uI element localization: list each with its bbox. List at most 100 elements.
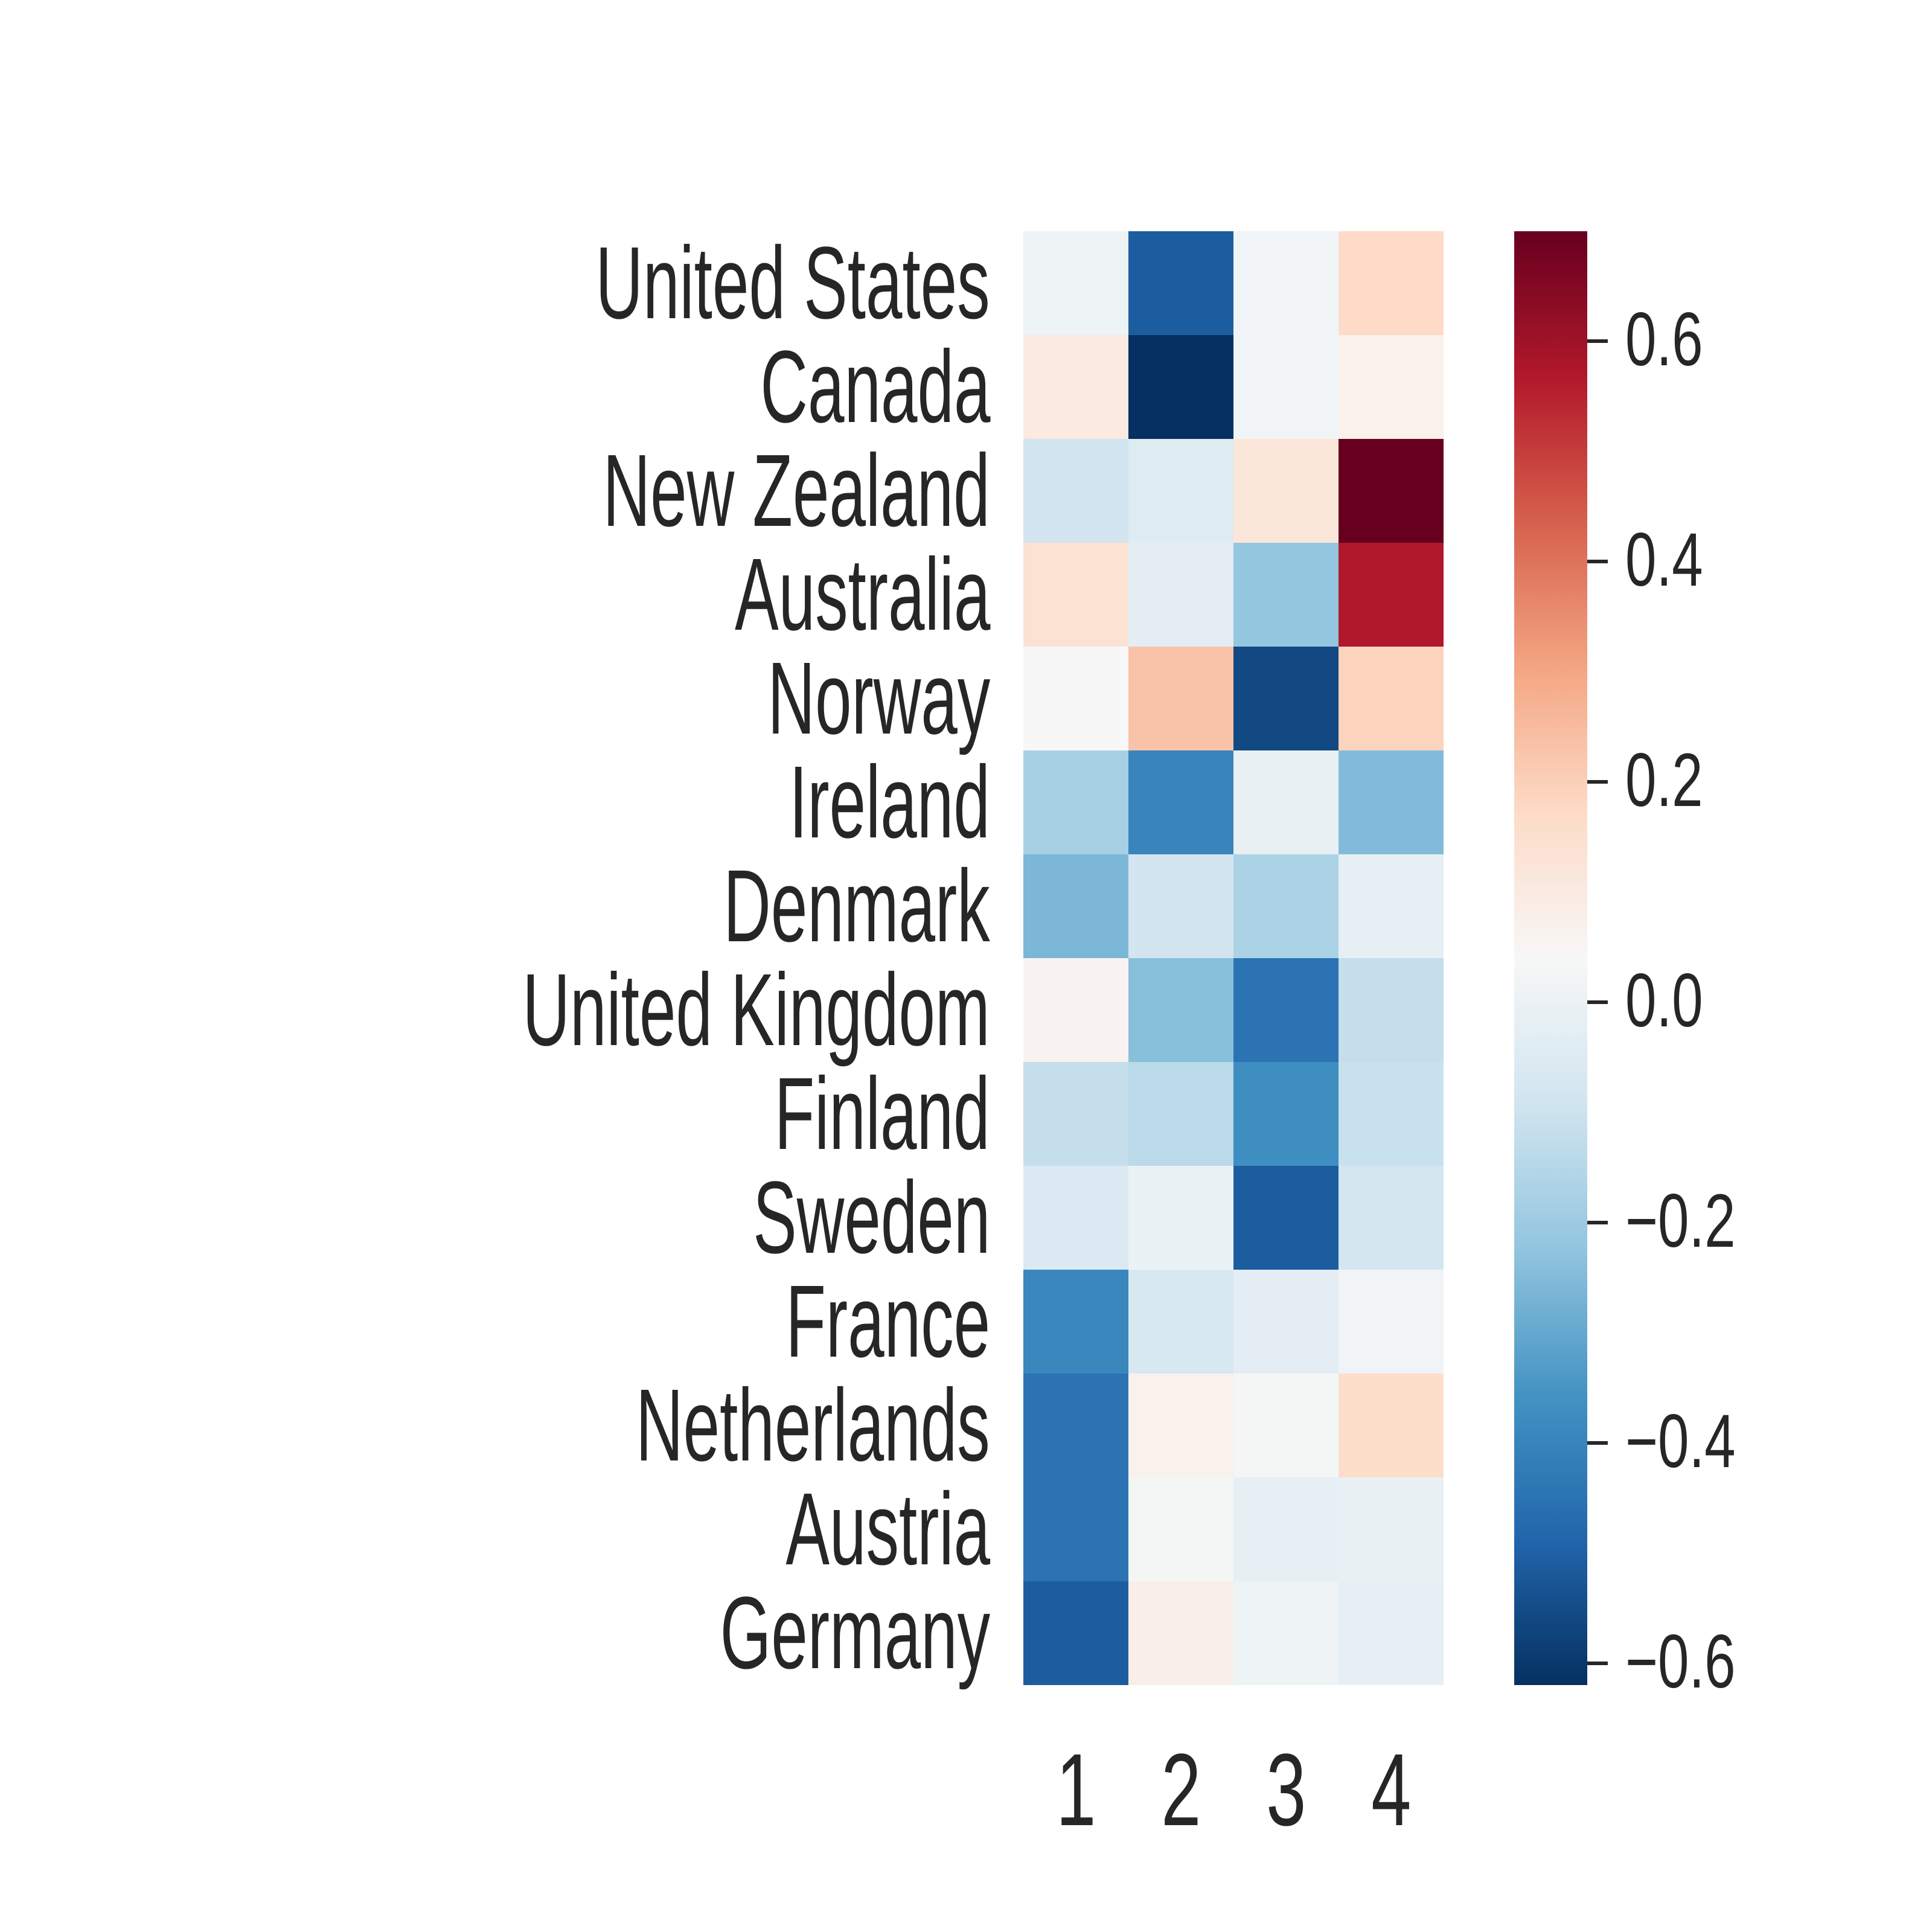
colorbar-tick-label: 0.4 <box>1625 518 1703 603</box>
colorbar-tick-mark <box>1587 1000 1608 1004</box>
heatmap-cell-denmark-2 <box>1128 854 1233 958</box>
heatmap-cell-denmark-4 <box>1339 854 1444 958</box>
heatmap-cell-finland-2 <box>1128 1062 1233 1166</box>
heatmap-cell-australia-2 <box>1128 543 1233 647</box>
colorbar-tick-mark <box>1587 1661 1608 1665</box>
heatmap-cell-ireland-1 <box>1023 750 1128 854</box>
colorbar-tick-mark <box>1587 339 1608 344</box>
y-tick-label-text: France <box>785 1264 990 1379</box>
y-tick-label: New Zealand <box>0 439 990 543</box>
y-tick-label: Norway <box>0 647 990 750</box>
heatmap-cell-germany-4 <box>1339 1581 1444 1685</box>
y-tick-label-text: Denmark <box>723 849 990 964</box>
colorbar-tick-label: −0.2 <box>1625 1179 1736 1263</box>
heatmap-cell-united-kingdom-4 <box>1339 958 1444 1062</box>
y-tick-label: United Kingdom <box>0 958 990 1062</box>
x-tick-label-text: 2 <box>1160 1733 1201 1847</box>
heatmap-cell-united-states-3 <box>1233 231 1339 335</box>
heatmap-cell-austria-3 <box>1233 1477 1339 1581</box>
heatmap-cell-france-3 <box>1233 1270 1339 1374</box>
heatmap-cell-netherlands-4 <box>1339 1374 1444 1477</box>
heatmap-cell-ireland-4 <box>1339 750 1444 854</box>
x-tick-label: 4 <box>1339 1739 1444 1841</box>
y-tick-label-text: Ireland <box>789 745 990 860</box>
y-tick-label: Ireland <box>0 750 990 854</box>
y-tick-label-text: Australia <box>734 537 990 652</box>
heatmap-cell-new-zealand-1 <box>1023 439 1128 543</box>
x-tick-label-text: 4 <box>1371 1733 1412 1847</box>
heatmap-grid <box>1023 231 1444 1685</box>
heatmap-cell-netherlands-1 <box>1023 1374 1128 1477</box>
colorbar-tick-mark <box>1587 560 1608 564</box>
x-tick-label: 3 <box>1233 1739 1339 1841</box>
heatmap-cell-new-zealand-3 <box>1233 439 1339 543</box>
heatmap-cell-finland-4 <box>1339 1062 1444 1166</box>
y-tick-label: Canada <box>0 335 990 439</box>
colorbar-tick-mark <box>1587 1441 1608 1445</box>
heatmap-cell-united-kingdom-2 <box>1128 958 1233 1062</box>
heatmap-cell-france-4 <box>1339 1270 1444 1374</box>
colorbar-tick-mark <box>1587 780 1608 784</box>
heatmap-cell-germany-2 <box>1128 1581 1233 1685</box>
heatmap-cell-france-1 <box>1023 1270 1128 1374</box>
heatmap-cell-finland-3 <box>1233 1062 1339 1166</box>
colorbar <box>1514 231 1587 1685</box>
heatmap-cell-canada-2 <box>1128 335 1233 439</box>
y-tick-label: Sweden <box>0 1166 990 1270</box>
heatmap-cell-australia-3 <box>1233 543 1339 647</box>
colorbar-tick-label: −0.6 <box>1625 1619 1736 1704</box>
y-tick-label: Denmark <box>0 854 990 958</box>
y-tick-label-text: Norway <box>767 641 990 756</box>
heatmap-cell-netherlands-2 <box>1128 1374 1233 1477</box>
x-tick-label: 2 <box>1128 1739 1233 1841</box>
x-tick-label-text: 1 <box>1055 1733 1096 1847</box>
y-tick-label: Netherlands <box>0 1374 990 1477</box>
heatmap-cell-sweden-4 <box>1339 1166 1444 1270</box>
heatmap-cell-canada-3 <box>1233 335 1339 439</box>
heatmap-cell-canada-1 <box>1023 335 1128 439</box>
heatmap-cell-united-kingdom-3 <box>1233 958 1339 1062</box>
y-tick-label-text: Sweden <box>752 1160 990 1275</box>
y-tick-label: Finland <box>0 1062 990 1166</box>
heatmap-cell-sweden-2 <box>1128 1166 1233 1270</box>
heatmap-cell-australia-1 <box>1023 543 1128 647</box>
heatmap-cell-austria-4 <box>1339 1477 1444 1581</box>
heatmap-cell-denmark-1 <box>1023 854 1128 958</box>
x-tick-label: 1 <box>1023 1739 1128 1841</box>
heatmap-cell-norway-4 <box>1339 647 1444 750</box>
heatmap-cell-denmark-3 <box>1233 854 1339 958</box>
heatmap-cell-united-kingdom-1 <box>1023 958 1128 1062</box>
heatmap-cell-ireland-2 <box>1128 750 1233 854</box>
heatmap-cell-ireland-3 <box>1233 750 1339 854</box>
y-tick-label: Austria <box>0 1477 990 1581</box>
heatmap-cell-norway-3 <box>1233 647 1339 750</box>
colorbar-tick-label: 0.6 <box>1625 298 1703 382</box>
colorbar-tick-mark <box>1587 1220 1608 1224</box>
heatmap-cell-germany-1 <box>1023 1581 1128 1685</box>
x-tick-label-text: 3 <box>1265 1733 1307 1847</box>
heatmap-cell-canada-4 <box>1339 335 1444 439</box>
heatmap-cell-finland-1 <box>1023 1062 1128 1166</box>
heatmap-cell-france-2 <box>1128 1270 1233 1374</box>
y-tick-label-text: Germany <box>720 1576 990 1690</box>
heatmap-cell-australia-4 <box>1339 543 1444 647</box>
y-tick-label: United States <box>0 231 990 335</box>
colorbar-tick-label: −0.4 <box>1625 1399 1736 1483</box>
heatmap-cell-norway-2 <box>1128 647 1233 750</box>
heatmap-cell-germany-3 <box>1233 1581 1339 1685</box>
y-tick-label-text: United Kingdom <box>522 953 990 1067</box>
y-tick-label-text: New Zealand <box>603 433 990 548</box>
colorbar-gradient <box>1514 231 1587 1685</box>
y-tick-label-text: Canada <box>760 330 990 444</box>
heatmap-cell-austria-1 <box>1023 1477 1128 1581</box>
y-tick-label: France <box>0 1270 990 1374</box>
heatmap-cell-sweden-3 <box>1233 1166 1339 1270</box>
y-tick-label-text: Austria <box>785 1472 990 1587</box>
heatmap-cell-new-zealand-2 <box>1128 439 1233 543</box>
heatmap-cell-sweden-1 <box>1023 1166 1128 1270</box>
heatmap-cell-new-zealand-4 <box>1339 439 1444 543</box>
y-tick-label: Australia <box>0 543 990 647</box>
y-tick-label-text: United States <box>595 226 990 341</box>
colorbar-tick-label: 0.2 <box>1625 738 1703 823</box>
